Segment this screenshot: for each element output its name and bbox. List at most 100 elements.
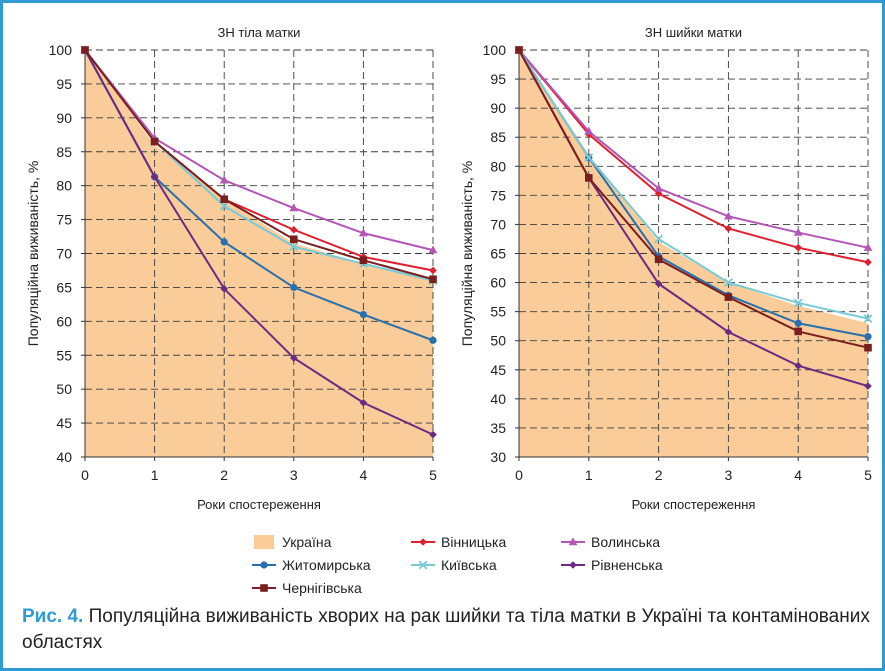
legend-item-житомирська: Житомирська (252, 557, 371, 573)
legend-item-рівненська: Рівненська (561, 557, 663, 573)
data-point (864, 343, 872, 352)
legend-marker (260, 584, 268, 592)
y-tick-label: 65 (490, 246, 506, 262)
y-tick-label: 50 (490, 333, 506, 349)
x-tick-label: 5 (429, 467, 437, 483)
data-point (724, 328, 733, 336)
caption-label: Рис. 4. (22, 606, 84, 627)
y-tick-label: 80 (56, 178, 72, 194)
legend-marker (569, 561, 577, 569)
series-чернігівська (515, 46, 872, 352)
y-tick-label: 70 (56, 246, 72, 262)
y-tick-label: 75 (56, 212, 72, 228)
data-point (584, 153, 594, 163)
legend-label: Київська (441, 557, 497, 573)
y-tick-label: 55 (490, 304, 506, 320)
legend-item-чернігівська: Чернігівська (252, 580, 362, 596)
data-point (584, 126, 594, 135)
x-axis-label: Роки спостереження (632, 497, 756, 512)
y-tick-label: 45 (490, 362, 506, 378)
data-point (429, 266, 437, 275)
data-point (864, 333, 872, 341)
data-point (290, 235, 298, 244)
legend-label: Рівненська (591, 557, 663, 573)
x-tick-label: 0 (81, 467, 89, 483)
legend-label: Вінницька (441, 534, 506, 550)
x-tick-label: 0 (515, 467, 523, 483)
data-point (359, 228, 368, 237)
data-point (81, 46, 89, 54)
y-tick-label: 100 (49, 42, 73, 58)
legend-marker (260, 561, 268, 569)
data-point (794, 319, 802, 327)
series-line (84, 49, 434, 252)
data-point (428, 245, 438, 254)
data-point (359, 310, 367, 319)
data-point (863, 314, 873, 324)
legend-label: Волинська (591, 534, 660, 550)
series-line (84, 49, 434, 436)
series-line (518, 49, 869, 264)
legend-marker (568, 537, 578, 546)
legend-marker (418, 560, 428, 570)
y-tick-label: 90 (56, 110, 72, 126)
data-point (220, 284, 228, 293)
ukraine-area (85, 50, 433, 457)
series-line (518, 49, 869, 320)
x-tick-label: 3 (290, 467, 298, 483)
legend-marker (419, 538, 427, 546)
y-tick-label: 40 (490, 391, 506, 407)
y-tick-label: 50 (56, 381, 72, 397)
chart-title: ЗН тіла матки (218, 25, 301, 40)
chart-title: ЗН шийки матки (645, 25, 742, 40)
y-tick-label: 85 (56, 144, 72, 160)
data-point (864, 382, 872, 390)
data-point (429, 275, 437, 284)
data-point (724, 293, 733, 301)
y-tick-label: 60 (56, 313, 72, 329)
data-point (220, 238, 228, 246)
x-tick-label: 5 (864, 467, 872, 483)
series-київська (514, 45, 873, 324)
series-line (518, 49, 869, 249)
data-point (793, 227, 803, 236)
legend-swatch (254, 535, 274, 549)
series-line (84, 49, 434, 281)
y-tick-label: 35 (490, 420, 506, 436)
legend-item-волинська: Волинська (561, 534, 660, 550)
x-tick-label: 1 (151, 467, 159, 483)
y-tick-label: 55 (56, 347, 72, 363)
data-point (654, 234, 664, 244)
data-point (289, 203, 299, 212)
data-point (654, 183, 663, 192)
y-tick-label: 85 (490, 129, 506, 145)
data-point (220, 195, 228, 204)
y-tick-label: 70 (490, 216, 506, 232)
x-tick-label: 3 (725, 467, 733, 483)
data-point (429, 430, 437, 439)
x-tick-label: 1 (585, 467, 593, 483)
series-line (518, 49, 869, 349)
x-axis-label: Роки спостереження (197, 497, 321, 512)
data-point (219, 175, 229, 184)
legend-label: Чернігівська (282, 580, 362, 596)
data-point (723, 278, 733, 288)
y-axis-label: Популяційна виживаність, % (459, 161, 475, 347)
legend-label: Житомирська (282, 557, 371, 573)
data-point (219, 201, 229, 211)
x-tick-label: 2 (220, 467, 228, 483)
data-point (290, 354, 298, 362)
data-point (864, 258, 872, 267)
y-tick-label: 100 (483, 42, 507, 58)
data-point (654, 189, 663, 198)
caption-text: Популяційна виживаність хворих на рак ши… (22, 606, 870, 653)
data-point (794, 327, 802, 336)
legend-item-україна: Україна (254, 534, 332, 550)
legend-item-київська: Київська (411, 557, 497, 573)
y-tick-label: 80 (490, 158, 506, 174)
data-point (359, 256, 368, 265)
data-point (515, 46, 523, 54)
